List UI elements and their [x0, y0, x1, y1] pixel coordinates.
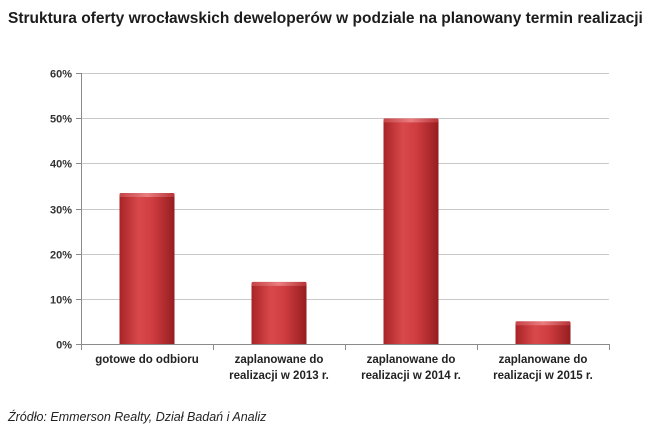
y-tick-label: 40%	[50, 159, 72, 171]
bar	[383, 120, 439, 344]
bar	[119, 194, 175, 344]
bar-cap	[251, 281, 307, 286]
x-category-label: zaplanowane do realizacji w 2013 r.	[229, 354, 329, 382]
bars	[119, 118, 571, 344]
y-tick-labels: 0% 10% 20% 30% 40% 50% 60%	[50, 69, 72, 352]
bar-cap	[383, 118, 439, 123]
y-tick-label: 60%	[50, 69, 72, 81]
y-tick-label: 10%	[50, 295, 72, 307]
x-category-label: zaplanowane do realizacji w 2014 r.	[361, 354, 461, 382]
bar	[251, 283, 307, 344]
axes	[76, 73, 610, 350]
bar-cap	[515, 321, 571, 326]
y-tick-label: 30%	[50, 205, 72, 217]
bar-cap	[119, 192, 175, 197]
y-tick-label: 50%	[50, 114, 72, 126]
y-tick-label: 0%	[56, 340, 72, 352]
bar	[515, 323, 571, 344]
x-category-labels: gotowe do odbioru zaplanowane do realizacj…	[95, 354, 593, 382]
gridlines	[81, 73, 609, 300]
source-note: Źródło: Emmerson Realty, Dział Badań i A…	[8, 410, 267, 424]
x-category-label: zaplanowane do realizacji w 2015 r.	[493, 354, 593, 382]
chart-title: Struktura oferty wrocławskich deweloperó…	[8, 10, 643, 27]
y-tick-label: 20%	[50, 250, 72, 262]
x-category-label: gotowe do odbioru	[95, 354, 198, 366]
